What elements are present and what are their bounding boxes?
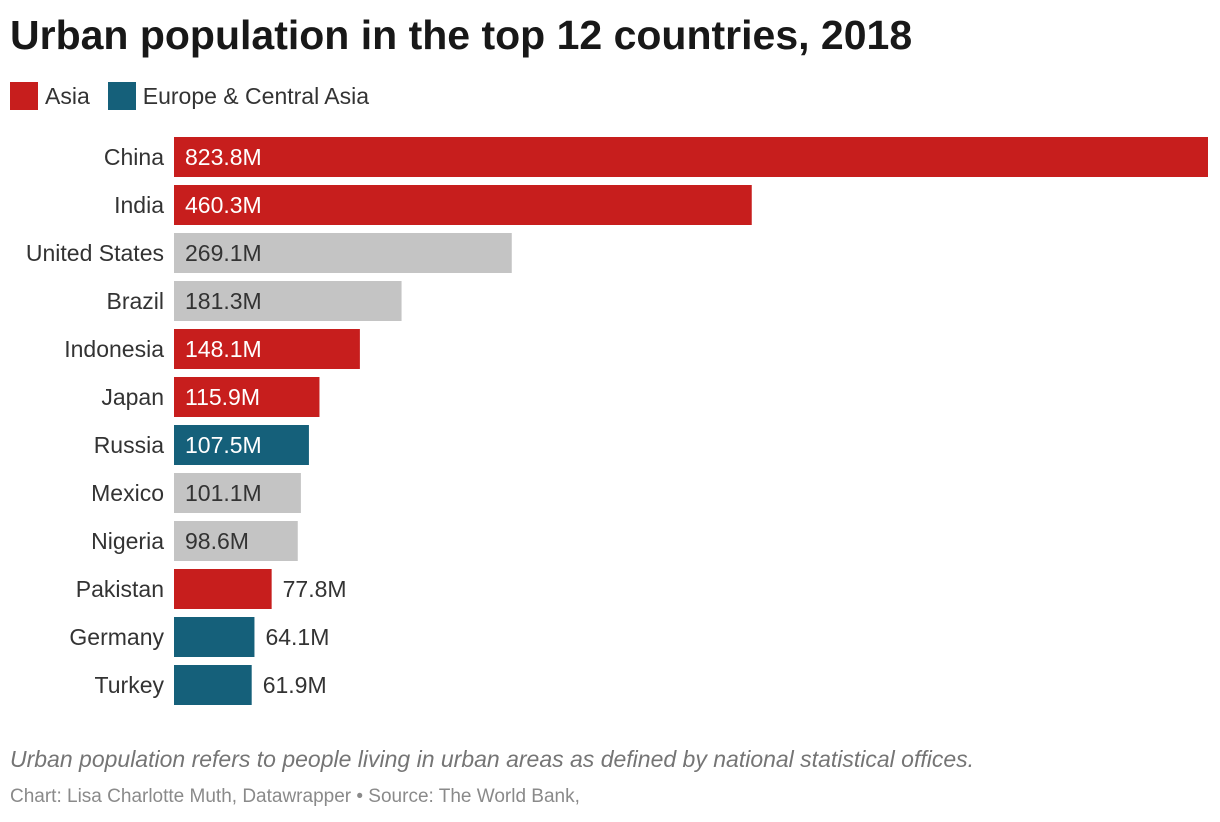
value-label-japan: 115.9M bbox=[185, 384, 260, 410]
category-label-india: India bbox=[114, 192, 164, 218]
category-label-nigeria: Nigeria bbox=[91, 528, 164, 554]
value-label-russia: 107.5M bbox=[185, 432, 262, 458]
value-label-germany: 64.1M bbox=[265, 624, 329, 650]
bar-indonesia bbox=[174, 329, 360, 369]
bar-united-states bbox=[174, 233, 512, 273]
chart-credits: Chart: Lisa Charlotte Muth, Datawrapper … bbox=[10, 786, 580, 807]
legend-item-europe-central-asia: Europe & Central Asia bbox=[107, 82, 370, 110]
category-label-indonesia: Indonesia bbox=[64, 336, 164, 362]
category-label-germany: Germany bbox=[69, 624, 164, 650]
bar-russia bbox=[174, 425, 309, 465]
legend-label-europe-central-asia: Europe & Central Asia bbox=[142, 82, 370, 109]
bar-india bbox=[174, 185, 752, 225]
chart-title: Urban population in the top 12 countries… bbox=[10, 12, 913, 58]
chart-note: Urban population refers to people living… bbox=[10, 746, 975, 772]
value-label-mexico: 101.1M bbox=[185, 480, 262, 506]
legend-swatch-asia bbox=[10, 82, 38, 110]
value-label-pakistan: 77.8M bbox=[283, 576, 347, 602]
value-label-indonesia: 148.1M bbox=[185, 336, 262, 362]
bar-mexico bbox=[174, 473, 301, 513]
category-label-turkey: Turkey bbox=[95, 672, 165, 698]
bar-brazil bbox=[174, 281, 402, 321]
bar-chart: China 823.8M India 460.3M United States 269.1… bbox=[26, 137, 1208, 705]
bar-japan bbox=[174, 377, 320, 417]
category-label-united-states: United States bbox=[26, 240, 164, 266]
category-label-china: China bbox=[104, 144, 164, 170]
category-label-mexico: Mexico bbox=[91, 480, 164, 506]
value-label-india: 460.3M bbox=[185, 192, 262, 218]
legend-label-asia: Asia bbox=[45, 82, 90, 109]
legend: Asia Europe & Central Asia bbox=[10, 82, 387, 110]
bar-pakistan bbox=[174, 569, 272, 609]
category-label-russia: Russia bbox=[94, 432, 165, 458]
value-label-brazil: 181.3M bbox=[185, 288, 262, 314]
value-label-united-states: 269.1M bbox=[185, 240, 262, 266]
bar-nigeria bbox=[174, 521, 298, 561]
legend-swatch-europe-central-asia bbox=[107, 82, 136, 110]
value-label-china: 823.8M bbox=[185, 144, 262, 170]
bar-turkey bbox=[174, 665, 252, 705]
value-label-nigeria: 98.6M bbox=[185, 528, 249, 554]
bar-germany bbox=[174, 617, 255, 657]
bar-china bbox=[174, 137, 1208, 177]
category-label-pakistan: Pakistan bbox=[76, 576, 164, 602]
legend-item-asia: Asia bbox=[10, 82, 90, 110]
value-label-turkey: 61.9M bbox=[263, 672, 327, 698]
category-label-brazil: Brazil bbox=[106, 288, 164, 314]
category-label-japan: Japan bbox=[101, 384, 164, 410]
